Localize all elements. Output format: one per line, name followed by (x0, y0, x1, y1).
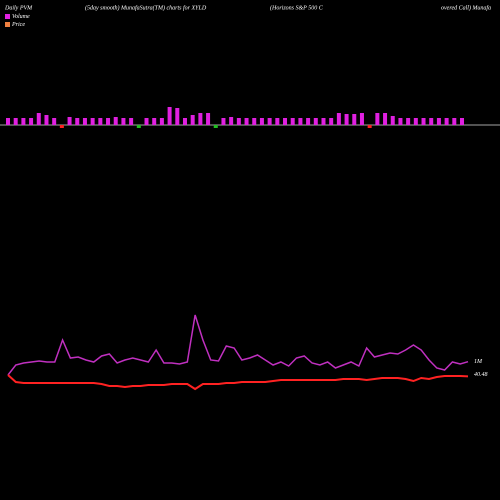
pvm-bar (90, 118, 95, 125)
pvm-bar (413, 118, 418, 125)
pvm-bar (29, 118, 34, 125)
pvm-bar (429, 118, 434, 125)
pvm-bar (52, 118, 57, 125)
pvm-bar (98, 118, 103, 125)
pvm-bar (44, 115, 49, 125)
pvm-bar (406, 118, 411, 125)
pvm-bar (275, 118, 280, 125)
pvm-bar (198, 113, 203, 125)
pvm-bar (259, 118, 264, 125)
pvm-bar (6, 118, 10, 125)
legend-swatch (5, 22, 10, 27)
end-label: 1M (474, 359, 483, 365)
series-line (7, 374, 469, 391)
pvm-bar (375, 113, 380, 125)
pvm-bar (306, 118, 311, 125)
pvm-bar (59, 125, 64, 128)
pvm-bar (144, 118, 149, 125)
pvm-bar (344, 114, 349, 125)
pvm-bar (82, 118, 87, 125)
pvm-bar (267, 118, 272, 125)
pvm-bar (452, 118, 457, 125)
pvm-bar (321, 118, 326, 125)
pvm-bar (298, 118, 303, 125)
pvm-bar (390, 116, 395, 125)
pvm-bar (129, 118, 134, 125)
pvm-bar (167, 107, 172, 125)
pvm-bar (290, 118, 295, 125)
pvm-bar (221, 118, 226, 125)
pvm-bar (444, 118, 449, 125)
pvm-bar (236, 118, 241, 125)
pvm-bar (436, 118, 441, 125)
chart-subtitle: (5day smooth) MunafaSutra(TM) charts for… (85, 4, 207, 11)
fund-name: (Horizons S&P 500 C (270, 4, 324, 11)
pvm-bar (383, 113, 388, 125)
pvm-bar (460, 118, 464, 125)
legend-swatch (5, 14, 10, 19)
pvm-bar (75, 118, 80, 125)
series-line (7, 314, 469, 376)
pvm-bar (421, 118, 426, 125)
end-label: 40.48 (474, 371, 488, 378)
pvm-bar (190, 115, 195, 125)
pvm-bar (329, 118, 334, 125)
pvm-bar (159, 118, 164, 125)
pvm-bar (213, 125, 218, 128)
pvm-bar (175, 108, 180, 125)
pvm-bar (283, 118, 288, 125)
pvm-bar (152, 118, 157, 125)
pvm-bar (367, 125, 372, 128)
pvm-bar (67, 117, 72, 125)
pvm-bar (244, 118, 249, 125)
pvm-bar (121, 118, 126, 125)
legend-label: Volume (12, 14, 30, 20)
pvm-bar (352, 114, 357, 125)
pvm-bar (229, 117, 234, 125)
pvm-bar (106, 118, 111, 125)
pvm-bar (313, 118, 318, 125)
pvm-bar (136, 125, 141, 128)
legend-label: Price (11, 22, 25, 28)
pvm-bar (359, 113, 364, 125)
pvm-bar (21, 118, 26, 125)
pvm-bar (336, 113, 341, 125)
pvm-bar (252, 118, 257, 125)
pvm-bar (398, 118, 403, 125)
pvm-bar (36, 113, 41, 125)
pvm-bar (206, 113, 211, 125)
pvm-bar (13, 118, 18, 125)
chart-title: Daily PVM (4, 5, 33, 11)
fund-name: overed Call) Munafa (441, 4, 491, 11)
pvm-bar (182, 118, 187, 125)
pvm-bar (113, 117, 118, 125)
